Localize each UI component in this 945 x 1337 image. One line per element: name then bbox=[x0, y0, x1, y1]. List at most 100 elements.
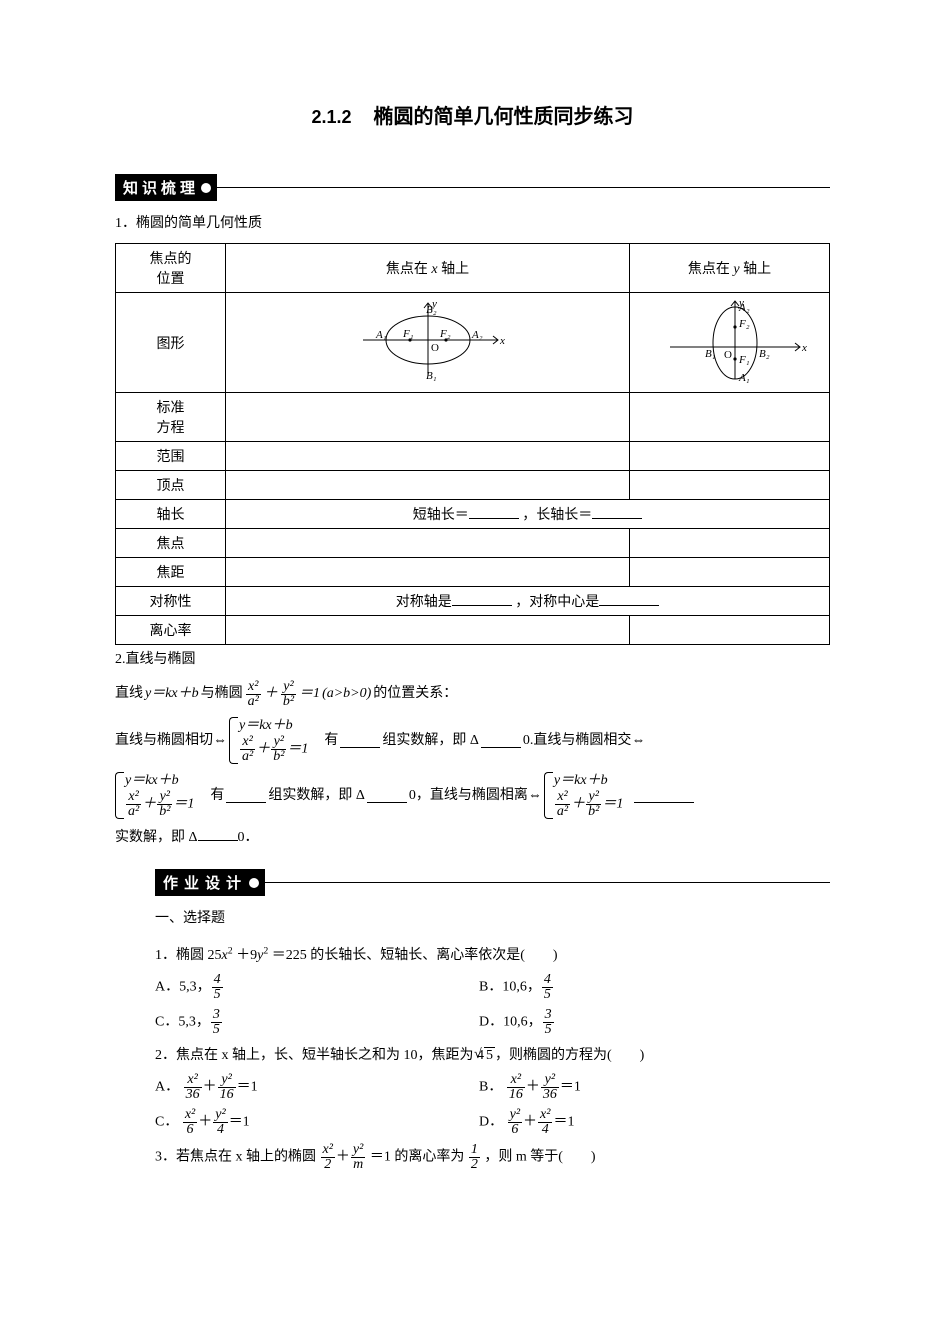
table-row: 焦点的 位置 焦点在 x 轴上 焦点在 y 轴上 bbox=[116, 244, 830, 293]
cell: 对称轴是 ，对称中心是 bbox=[226, 587, 830, 616]
system: y＝kx＋b x²a²＋y²b²＝1 bbox=[229, 717, 308, 764]
ellipse-y-figure: xy A₂A₁ B₁B₂ F₂F₁ O bbox=[630, 293, 830, 393]
cell bbox=[630, 529, 830, 558]
ellipse-x-figure: xy A₁A₂ B₂B₁ F₁F₂ O bbox=[226, 293, 630, 393]
table-row: 对称性 对称轴是 ，对称中心是 bbox=[116, 587, 830, 616]
svg-text:A₂: A₂ bbox=[471, 329, 483, 341]
svg-text:F₁: F₁ bbox=[402, 328, 414, 340]
blank bbox=[340, 734, 380, 748]
blank bbox=[452, 592, 512, 606]
cell bbox=[226, 471, 630, 500]
cell bbox=[630, 471, 830, 500]
badge-dot bbox=[201, 183, 211, 193]
page-title: 2.1.2 椭圆的简单几何性质同步练习 bbox=[115, 100, 830, 129]
title-text: 椭圆的简单几何性质同步练习 bbox=[373, 106, 633, 128]
properties-table: 焦点的 位置 焦点在 x 轴上 焦点在 y 轴上 图形 xy A₁A₂ bbox=[115, 243, 830, 645]
table-row: 范围 bbox=[116, 442, 830, 471]
ellipse-vert-svg: xy A₂A₁ B₁B₂ F₂F₁ O bbox=[650, 297, 810, 383]
line-intersect: y＝kx＋b x²a²＋y²b²＝1 有 组实数解，即 Δ 0，直线与椭圆相离⇔… bbox=[115, 772, 830, 819]
cell bbox=[226, 442, 630, 471]
section-header-1: 知识梳理 bbox=[115, 174, 830, 201]
option-A: A．5,3，45 bbox=[155, 973, 479, 1002]
cell: 焦距 bbox=[116, 558, 226, 587]
table-row: 轴长 短轴长＝ ，长轴长＝ bbox=[116, 500, 830, 529]
item-1-label: 1．椭圆的简单几何性质 bbox=[115, 213, 830, 235]
svg-text:F₁: F₁ bbox=[738, 354, 750, 366]
cell bbox=[226, 558, 630, 587]
svg-text:B₁: B₁ bbox=[705, 348, 716, 360]
blank bbox=[592, 505, 642, 519]
cell: 焦点的 位置 bbox=[116, 244, 226, 293]
question-2: 2．焦点在 x 轴上，长、短半轴长之和为 10，焦距为 45，则椭圆的方程为( … bbox=[155, 1043, 830, 1069]
section-badge-2: 作业设计 bbox=[155, 869, 265, 896]
cell bbox=[226, 616, 630, 645]
table-row: 顶点 bbox=[116, 471, 830, 500]
badge-dot bbox=[249, 878, 259, 888]
blank bbox=[367, 789, 407, 803]
item-2-label: 2.直线与椭圆 bbox=[115, 649, 830, 671]
option-B: B．10,6，45 bbox=[479, 973, 803, 1002]
q2-options: A． x²36＋y²16＝1 B． x²16＋y²36＝1 C． x²6＋y²4… bbox=[155, 1073, 830, 1143]
table-row: 离心率 bbox=[116, 616, 830, 645]
table-row: 标准 方程 bbox=[116, 393, 830, 442]
blank bbox=[226, 789, 266, 803]
cell bbox=[226, 529, 630, 558]
section-rule bbox=[217, 187, 830, 188]
q1-options: A．5,3，45 B．10,6，45 C．5,3，35 D．10,6，35 bbox=[155, 973, 830, 1043]
table-row: 焦距 bbox=[116, 558, 830, 587]
cell: 轴长 bbox=[116, 500, 226, 529]
section-rule bbox=[265, 882, 830, 883]
cell bbox=[630, 393, 830, 442]
svg-text:x: x bbox=[499, 335, 505, 347]
cell bbox=[226, 393, 630, 442]
cell: 焦点在 x 轴上 bbox=[226, 244, 630, 293]
blank bbox=[634, 789, 694, 803]
option-D: D． y²6＋x²4＝1 bbox=[479, 1108, 803, 1137]
line-tangent: 直线与椭圆相切⇔ y＝kx＋b x²a²＋y²b²＝1 有 组实数解，即 Δ 0… bbox=[115, 717, 830, 764]
line-ellipse-def: 直线 y＝kx＋b 与椭圆 x²a² ＋ y²b² ＝1 (a>b>0) 的位置… bbox=[115, 679, 830, 709]
option-A: A． x²36＋y²16＝1 bbox=[155, 1073, 479, 1102]
svg-text:A₂: A₂ bbox=[738, 302, 750, 314]
svg-text:F₂: F₂ bbox=[439, 328, 451, 340]
cell: 焦点在 y 轴上 bbox=[630, 244, 830, 293]
option-B: B． x²16＋y²36＝1 bbox=[479, 1073, 803, 1102]
blank bbox=[469, 505, 519, 519]
line-separate: 实数解，即 Δ0． bbox=[115, 827, 830, 849]
cell: 标准 方程 bbox=[116, 393, 226, 442]
svg-text:B₂: B₂ bbox=[759, 348, 770, 360]
ellipse-horiz-svg: xy A₁A₂ B₂B₁ F₁F₂ O bbox=[348, 297, 508, 383]
section-badge-1: 知识梳理 bbox=[115, 174, 217, 201]
cell bbox=[630, 442, 830, 471]
blank bbox=[481, 734, 521, 748]
svg-text:A₁: A₁ bbox=[738, 372, 750, 383]
option-C: C．5,3，35 bbox=[155, 1008, 479, 1037]
svg-text:x: x bbox=[801, 342, 807, 354]
sqrt: 5 bbox=[484, 1043, 495, 1069]
option-C: C． x²6＋y²4＝1 bbox=[155, 1108, 479, 1137]
system: y＝kx＋b x²a²＋y²b²＝1 bbox=[544, 772, 623, 819]
cell: 顶点 bbox=[116, 471, 226, 500]
cell bbox=[630, 558, 830, 587]
cell: 对称性 bbox=[116, 587, 226, 616]
svg-text:O: O bbox=[724, 349, 732, 361]
option-D: D．10,6，35 bbox=[479, 1008, 803, 1037]
blank bbox=[599, 592, 659, 606]
svg-text:B₁: B₁ bbox=[426, 370, 437, 382]
cell bbox=[630, 616, 830, 645]
cell: 焦点 bbox=[116, 529, 226, 558]
table-row: 焦点 bbox=[116, 529, 830, 558]
svg-text:B₂: B₂ bbox=[426, 304, 437, 316]
system: y＝kx＋b x²a²＋y²b²＝1 bbox=[115, 772, 194, 819]
cell: 离心率 bbox=[116, 616, 226, 645]
section-header-2: 作业设计 bbox=[155, 869, 830, 896]
fraction: x²a² bbox=[246, 680, 261, 709]
table-row: 图形 xy A₁A₂ B₂B₁ F₁F₂ O bbox=[116, 293, 830, 393]
cell: 图形 bbox=[116, 293, 226, 393]
svg-text:F₂: F₂ bbox=[738, 318, 750, 330]
blank bbox=[198, 827, 238, 841]
title-number: 2.1.2 bbox=[312, 107, 352, 127]
question-3: 3．若焦点在 x 轴上的椭圆 x²2＋y²m ＝1 的离心率为 12 ，则 m … bbox=[155, 1143, 830, 1172]
fraction: y²b² bbox=[281, 680, 296, 709]
svg-text:O: O bbox=[431, 342, 439, 354]
question-1: 1．椭圆 25x2 ＋9y2 ＝225 的长轴长、短轴长、离心率依次是( ) bbox=[155, 938, 830, 969]
